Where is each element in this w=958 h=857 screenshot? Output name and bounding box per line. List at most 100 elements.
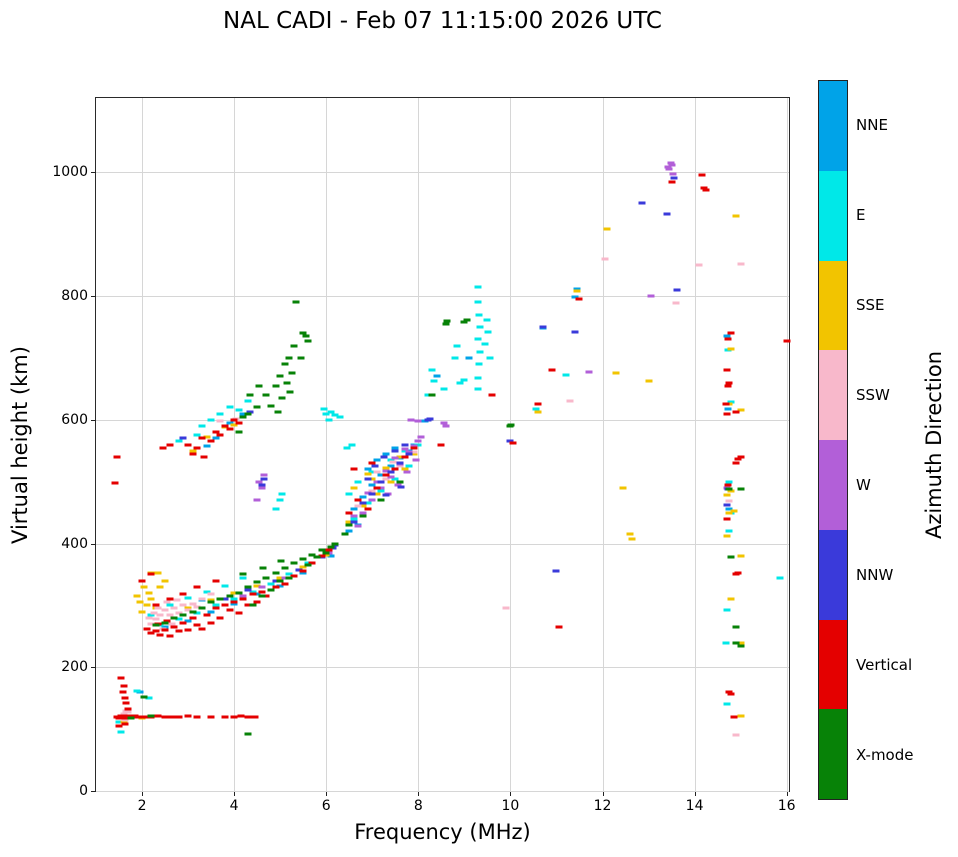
data-point-x-mode [308, 553, 316, 557]
data-point-vertical [235, 421, 243, 425]
x-tick [418, 791, 420, 796]
data-point-vertical [725, 381, 733, 385]
data-point-sse [737, 641, 745, 644]
data-point-nne [573, 287, 581, 291]
data-point-sse [732, 214, 740, 218]
data-point-w [354, 524, 362, 528]
data-point-e [345, 492, 353, 496]
data-point-nne [327, 554, 335, 558]
data-point-x-mode [304, 339, 312, 343]
data-point-w [364, 491, 372, 495]
data-point-e [226, 405, 234, 409]
data-point-vertical [783, 339, 791, 343]
data-point-e [175, 439, 183, 443]
data-point-e [230, 597, 238, 601]
data-point-sse [730, 509, 738, 513]
data-point-w [253, 498, 261, 502]
data-point-e [325, 418, 333, 422]
data-point-sse [401, 467, 408, 471]
data-point-x-mode [278, 396, 286, 400]
data-point-w [350, 514, 358, 518]
data-point-e [336, 415, 344, 419]
data-point-sse [619, 486, 627, 490]
data-point-x-mode [235, 430, 243, 434]
data-point-nne [230, 602, 238, 606]
data-point-e [440, 387, 448, 391]
data-point-ssw [601, 257, 609, 261]
y-tick-label: 400 [61, 535, 88, 552]
data-point-x-mode [302, 334, 309, 338]
data-point-ssw [124, 710, 132, 714]
data-point-nnw [670, 176, 678, 180]
data-point-e [133, 689, 141, 693]
data-point-x-mode [322, 551, 330, 555]
data-point-w [382, 469, 390, 472]
data-point-vertical [198, 436, 206, 440]
data-point-w [412, 458, 420, 462]
data-point-vertical [281, 582, 289, 586]
data-point-ssw [154, 606, 162, 610]
data-point-vertical [723, 368, 731, 372]
data-point-x-mode [267, 588, 275, 592]
data-point-sse [161, 579, 169, 583]
data-point-ssw [189, 602, 197, 606]
data-point-e [244, 399, 252, 403]
data-point-x-mode [377, 498, 385, 502]
data-point-ssw [175, 611, 183, 615]
data-point-sse [645, 379, 653, 383]
data-point-x-mode [198, 606, 206, 610]
data-point-e [460, 378, 468, 382]
data-point-nnw [371, 464, 379, 468]
data-point-nne [239, 412, 247, 416]
data-point-vertical [117, 676, 125, 680]
gridline-vertical [786, 98, 788, 791]
data-point-x-mode [341, 532, 349, 536]
data-point-vertical [166, 443, 174, 446]
data-point-vertical [203, 613, 210, 617]
data-point-x-mode [249, 603, 257, 607]
data-point-vertical [131, 714, 139, 718]
gridline-horizontal [96, 419, 789, 421]
y-tick [91, 419, 96, 421]
data-point-vertical [193, 623, 201, 627]
data-point-e [722, 641, 730, 644]
data-point-e [724, 348, 732, 352]
data-point-vertical [732, 461, 740, 465]
data-point-sse [387, 480, 395, 484]
data-point-sse [230, 591, 238, 595]
data-point-w [239, 594, 247, 598]
data-point-sse [626, 532, 634, 536]
data-point-nnw [506, 439, 514, 443]
data-point-vertical [732, 572, 740, 576]
data-point-e [147, 613, 155, 617]
data-point-nne [364, 467, 372, 471]
data-point-nne [723, 334, 731, 338]
data-point-nne [276, 584, 284, 588]
data-point-e [723, 702, 731, 706]
data-point-w [414, 419, 422, 423]
data-point-x-mode [292, 300, 300, 304]
data-point-vertical [354, 498, 362, 502]
data-point-vertical [221, 603, 229, 607]
data-point-sse [145, 591, 153, 595]
data-point-vertical [154, 714, 162, 718]
data-point-vertical [725, 690, 733, 694]
data-point-w [368, 498, 376, 502]
data-point-e [456, 381, 464, 385]
data-point-vertical [207, 439, 215, 443]
data-point-vertical [216, 616, 224, 620]
data-point-vertical [119, 690, 127, 694]
y-tick [91, 296, 96, 297]
data-point-x-mode [244, 732, 252, 736]
data-point-e [221, 584, 229, 588]
data-point-vertical [534, 402, 542, 406]
data-point-nnw [272, 579, 280, 583]
data-point-vertical [724, 483, 732, 487]
data-point-vertical [698, 173, 705, 177]
data-point-ssw [193, 605, 201, 609]
data-point-e [184, 596, 192, 600]
data-point-vertical [230, 418, 238, 422]
data-point-vertical [143, 627, 151, 631]
data-point-x-mode [732, 625, 740, 629]
data-point-e [475, 313, 483, 317]
